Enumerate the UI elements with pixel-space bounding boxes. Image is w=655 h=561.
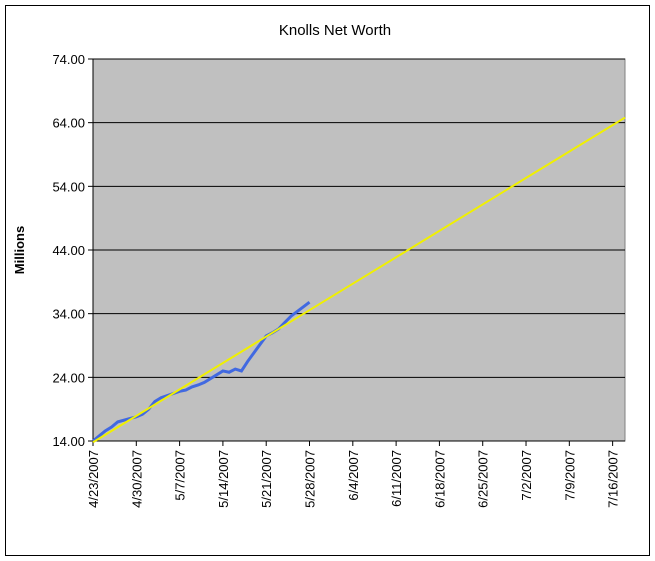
y-tick-label: 74.00 bbox=[52, 52, 85, 67]
y-tick-label: 34.00 bbox=[52, 307, 85, 322]
x-tick-label: 5/28/2007 bbox=[303, 450, 318, 508]
x-tick-label: 7/16/2007 bbox=[606, 450, 621, 508]
y-tick-label: 64.00 bbox=[52, 116, 85, 131]
y-tick-label: 24.00 bbox=[52, 370, 85, 385]
x-tick-label: 4/23/2007 bbox=[86, 450, 101, 508]
x-tick-label: 6/18/2007 bbox=[432, 450, 447, 508]
x-tick-label: 6/4/2007 bbox=[346, 450, 361, 501]
x-tick-label: 6/11/2007 bbox=[389, 450, 404, 507]
y-axis-label: Millions bbox=[12, 226, 27, 274]
y-tick-label: 44.00 bbox=[52, 243, 85, 258]
x-tick-label: 5/7/2007 bbox=[173, 450, 188, 501]
chart-title: Knolls Net Worth bbox=[279, 22, 391, 39]
x-tick-label: 7/9/2007 bbox=[562, 450, 577, 501]
x-tick-label: 4/30/2007 bbox=[129, 450, 144, 508]
x-tick-label: 5/21/2007 bbox=[259, 450, 274, 508]
x-tick-label: 6/25/2007 bbox=[476, 450, 491, 508]
x-tick-label: 7/2/2007 bbox=[519, 450, 534, 501]
data-line bbox=[92, 116, 626, 444]
x-tick-label: 5/14/2007 bbox=[216, 450, 231, 508]
y-tick-label: 54.00 bbox=[52, 179, 85, 194]
y-tick-label: 14.00 bbox=[52, 434, 85, 449]
